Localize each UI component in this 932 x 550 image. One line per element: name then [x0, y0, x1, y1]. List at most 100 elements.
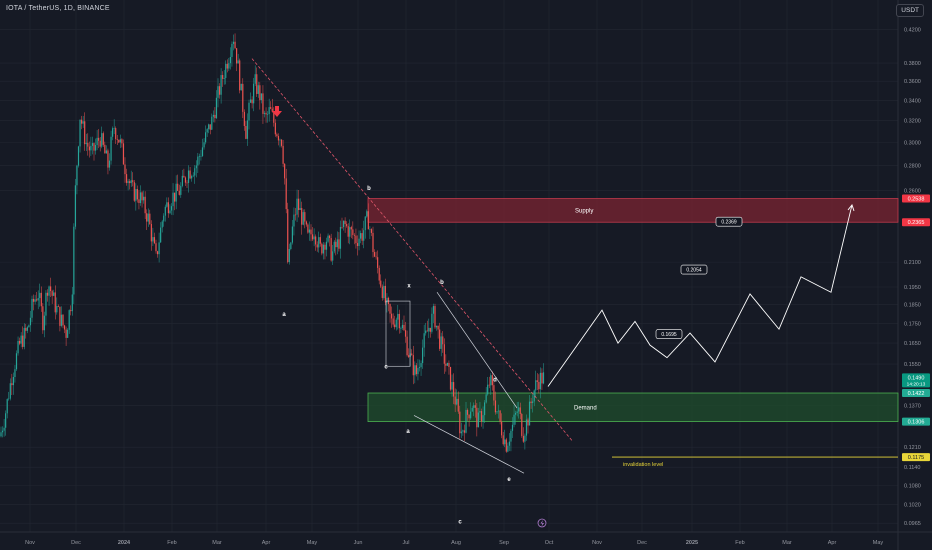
candle-body — [183, 175, 185, 178]
candle-body — [136, 189, 138, 200]
candle-body — [290, 242, 292, 250]
candle-body — [160, 227, 162, 243]
candle-body — [460, 431, 462, 434]
candle-body — [259, 85, 261, 101]
candle-body — [414, 365, 416, 376]
y-tick-label: 0.2800 — [904, 164, 921, 170]
candle-body — [28, 325, 30, 328]
candle-body — [79, 119, 81, 147]
candle-body — [318, 237, 320, 248]
candle-body — [74, 185, 76, 227]
candle-body — [122, 143, 125, 165]
candle-body — [144, 196, 146, 214]
candle-body — [254, 74, 256, 84]
x-tick-label: Apr — [262, 540, 271, 546]
candle-body — [68, 310, 70, 330]
candle-body — [225, 63, 227, 78]
price-badge-text: 0.2538 — [908, 197, 925, 203]
candle-body — [169, 210, 171, 214]
candle-body — [178, 190, 180, 195]
candle-body — [395, 319, 397, 328]
candle-body — [231, 43, 233, 57]
candle-body — [533, 390, 535, 402]
candle-body — [172, 192, 174, 207]
candle-body — [81, 119, 83, 124]
candle-body — [5, 413, 7, 428]
candle-body — [25, 327, 27, 331]
candle-body — [442, 336, 444, 345]
candle-body — [214, 114, 216, 119]
x-tick-label: Feb — [167, 540, 176, 546]
candle-body — [201, 147, 204, 156]
candle-body — [497, 410, 500, 412]
currency-button[interactable]: USDT — [896, 4, 924, 17]
candle-body — [404, 330, 407, 337]
y-tick-label: 0.1140 — [904, 465, 920, 471]
candle-body — [418, 367, 421, 368]
candle-body — [215, 97, 218, 119]
symbol-title: IOTA / TetherUS, 1D, BINANCE — [6, 5, 110, 12]
wedge-lower-line — [413, 415, 525, 474]
candle-body — [91, 143, 94, 146]
y-tick-label: 0.1750 — [904, 321, 921, 327]
candle-body — [524, 435, 526, 442]
y-tick-label: 0.1550 — [904, 362, 921, 368]
candle-body — [12, 376, 14, 386]
candle-body — [93, 143, 95, 151]
candle-body — [184, 177, 187, 183]
candle-body — [479, 411, 481, 413]
candle-body — [403, 324, 405, 331]
candle-body — [209, 124, 211, 130]
candle-body — [389, 304, 391, 314]
candle-body — [394, 324, 396, 328]
candle-body — [457, 398, 459, 412]
candle-body — [316, 244, 318, 248]
candle-body — [3, 427, 5, 431]
candle-body — [82, 121, 84, 124]
candle-body — [226, 63, 228, 69]
candle-body — [141, 192, 143, 201]
candle-body — [263, 112, 266, 114]
x-tick-label: Jun — [354, 540, 363, 546]
candle-body — [48, 286, 50, 296]
candle-body — [501, 421, 503, 436]
wave-label-d: d — [493, 378, 497, 384]
candle-body — [505, 439, 507, 452]
candle-body — [273, 111, 275, 123]
candle-body — [22, 335, 24, 347]
candle-body — [296, 198, 298, 215]
candle-body — [59, 306, 61, 326]
candle-body — [499, 410, 501, 422]
candle-body — [397, 313, 399, 320]
candle-body — [90, 145, 92, 151]
candle-body — [94, 145, 97, 151]
candle-body — [336, 239, 338, 248]
candle-body — [372, 232, 374, 253]
candle-body — [490, 375, 492, 386]
candle-body — [139, 192, 142, 204]
candle-body — [194, 168, 196, 176]
candle-body — [51, 291, 53, 296]
candle-body — [42, 306, 44, 331]
candle-body — [378, 267, 380, 281]
candle-body — [132, 180, 134, 183]
candle-body — [280, 139, 283, 146]
candle-body — [85, 142, 87, 145]
candle-body — [465, 409, 467, 433]
candle-body — [445, 363, 447, 366]
candle-body — [127, 181, 129, 183]
candle-body — [541, 372, 543, 384]
candle-body — [118, 139, 120, 143]
demand-zone — [367, 392, 899, 422]
candle-body — [63, 325, 66, 330]
candle-body — [163, 215, 165, 222]
candle-body — [248, 102, 250, 121]
candle-body — [276, 134, 278, 137]
candle-body — [446, 362, 448, 366]
candles-group — [0, 33, 545, 453]
candle-body — [222, 75, 224, 79]
candle-body — [536, 380, 538, 382]
y-tick-label: 0.1850 — [904, 303, 921, 309]
candle-body — [525, 419, 528, 436]
